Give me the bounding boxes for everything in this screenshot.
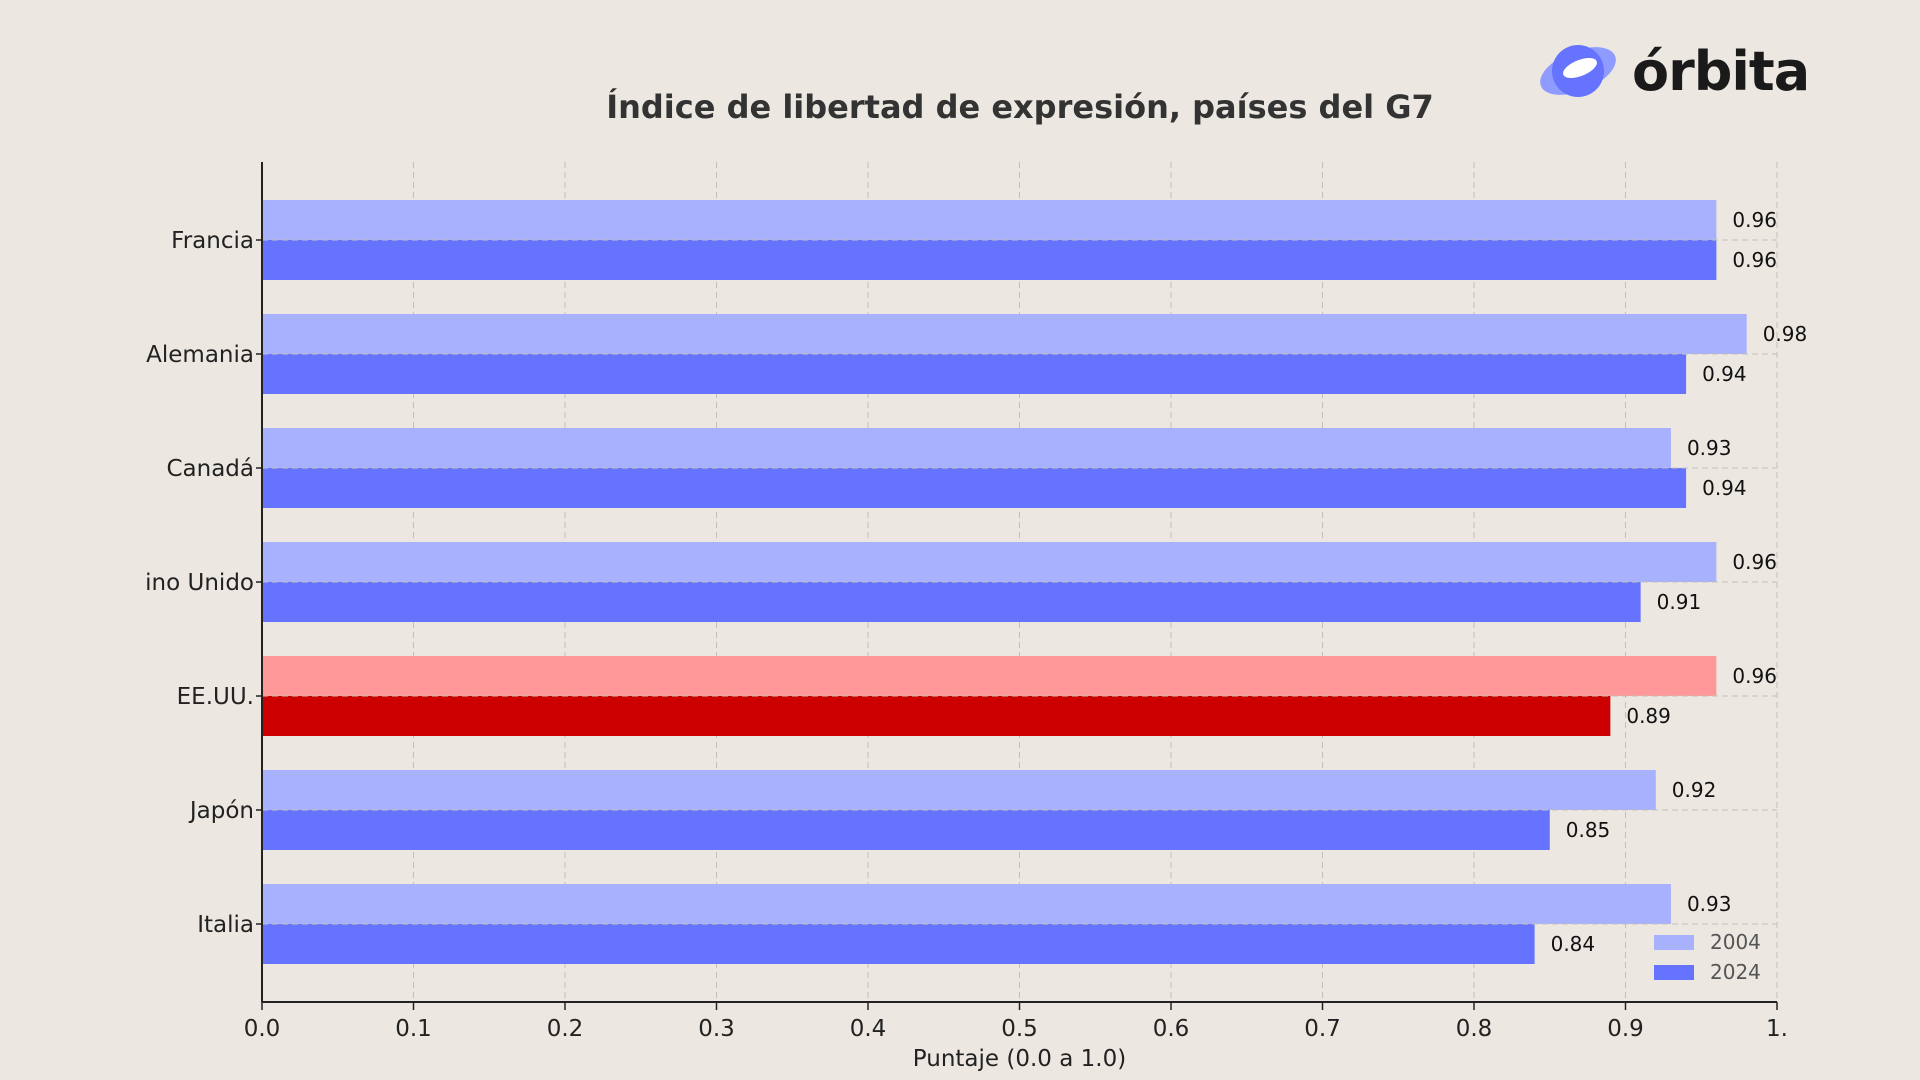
data-label: 0.84 xyxy=(1551,932,1596,956)
legend-swatch-2004 xyxy=(1654,935,1694,950)
data-label: 0.96 xyxy=(1732,208,1777,232)
bar-2004 xyxy=(262,428,1671,468)
legend-swatch-2024 xyxy=(1654,965,1694,980)
x-tick-label: 0.4 xyxy=(850,1016,887,1042)
data-label: 0.96 xyxy=(1732,664,1777,688)
x-tick-label: 0.1 xyxy=(395,1016,432,1042)
data-label: 0.94 xyxy=(1702,362,1747,386)
bar-2004 xyxy=(262,314,1747,354)
bar-2004 xyxy=(262,884,1671,924)
x-tick-label: 0.9 xyxy=(1607,1016,1644,1042)
data-label: 0.89 xyxy=(1626,704,1671,728)
bar-2024 xyxy=(262,354,1687,394)
data-label: 0.92 xyxy=(1672,778,1717,802)
data-label: 0.85 xyxy=(1566,818,1611,842)
x-axis-label: Puntaje (0.0 a 1.0) xyxy=(913,1046,1126,1072)
data-label: 0.96 xyxy=(1732,550,1777,574)
bar-2004 xyxy=(262,542,1717,582)
data-label: 0.98 xyxy=(1763,322,1808,346)
y-tick-label: Japón xyxy=(188,798,254,824)
y-tick-label: Alemania xyxy=(146,342,254,368)
x-tick-label: 0.2 xyxy=(547,1016,584,1042)
bar-2004 xyxy=(262,656,1717,696)
data-label: 0.93 xyxy=(1687,892,1732,916)
bar-2024 xyxy=(262,696,1611,736)
orbit-logo-icon xyxy=(1540,45,1616,97)
x-tick-label: 1. xyxy=(1766,1016,1788,1042)
bar-2024 xyxy=(262,468,1687,508)
legend-label: 2024 xyxy=(1710,960,1761,984)
data-label: 0.93 xyxy=(1687,436,1732,460)
y-tick-label: ino Unido xyxy=(145,570,254,596)
y-tick-label: Italia xyxy=(197,912,254,938)
x-tick-label: 0.7 xyxy=(1304,1016,1341,1042)
bar-2024 xyxy=(262,240,1717,280)
data-label: 0.96 xyxy=(1732,248,1777,272)
bar-2004 xyxy=(262,200,1717,240)
x-tick-label: 0.3 xyxy=(698,1016,735,1042)
x-tick-label: 0.8 xyxy=(1456,1016,1493,1042)
bar-2004 xyxy=(262,770,1656,810)
y-tick-label: Canadá xyxy=(166,456,254,482)
bar-2024 xyxy=(262,582,1641,622)
brand-logo: órbita xyxy=(1536,38,1810,104)
brand-name: órbita xyxy=(1632,39,1810,103)
bar-2024 xyxy=(262,924,1535,964)
y-tick-label: Francia xyxy=(171,228,254,254)
y-tick-label: EE.UU. xyxy=(177,684,254,710)
data-label: 0.91 xyxy=(1657,590,1702,614)
bar-2024 xyxy=(262,810,1550,850)
x-tick-label: 0.0 xyxy=(244,1016,281,1042)
legend-label: 2004 xyxy=(1710,930,1761,954)
x-tick-label: 0.5 xyxy=(1001,1016,1038,1042)
x-tick-label: 0.6 xyxy=(1153,1016,1190,1042)
data-label: 0.94 xyxy=(1702,476,1747,500)
chart-title: Índice de libertad de expresión, países … xyxy=(606,88,1434,126)
